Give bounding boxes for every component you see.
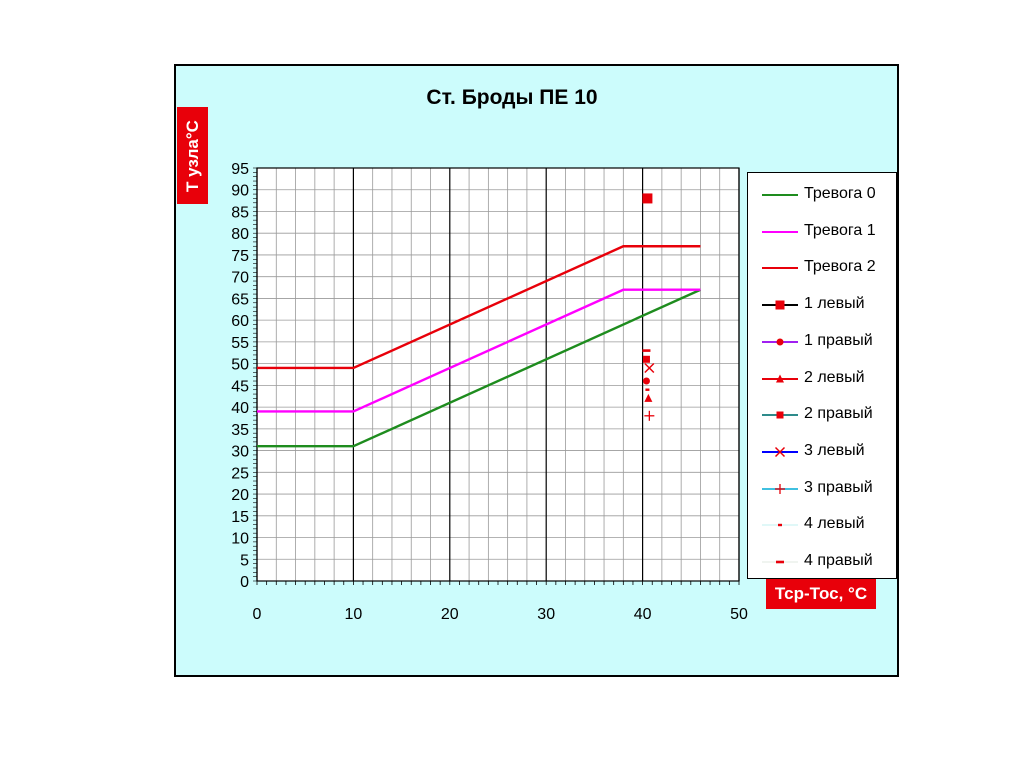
- series-8-marker: [644, 410, 655, 421]
- y-tick-label: 30: [231, 444, 249, 461]
- legend-marker: [775, 300, 785, 310]
- y-tick-label: 45: [231, 378, 249, 395]
- legend-label: Тревога 2: [804, 258, 876, 276]
- legend-item: 1 левый: [748, 291, 896, 319]
- y-tick-label: 10: [231, 531, 249, 548]
- legend-marker-shape: [775, 483, 785, 494]
- x-tick-label: 0: [253, 606, 262, 623]
- x-axis-label: Тср-Тос, °С: [766, 579, 876, 609]
- legend-marker-shape: [776, 560, 784, 564]
- legend-item: 2 правый: [748, 401, 896, 429]
- legend: Тревога 0 Тревога 1 Тревога 2 1 левый 1 прав…: [747, 172, 897, 579]
- legend-marker-shape: [776, 411, 784, 419]
- series-3-marker: [642, 193, 653, 204]
- series-4-marker: [642, 377, 650, 385]
- y-tick-label: 70: [231, 270, 249, 287]
- legend-label: 4 правый: [804, 552, 873, 569]
- y-tick-label: 5: [240, 552, 249, 569]
- y-tick-label: 15: [231, 509, 249, 526]
- legend-marker: [776, 374, 784, 382]
- y-tick-label: 85: [231, 204, 249, 221]
- legend-marker-shape: [774, 446, 786, 457]
- legend-item: 2 левый: [748, 365, 896, 393]
- y-tick-label: 75: [231, 248, 249, 265]
- legend-marker: [776, 411, 784, 419]
- legend-label: 3 правый: [804, 478, 873, 496]
- legend-label: 1 правый: [804, 331, 873, 349]
- legend-label: 3 левый: [804, 441, 865, 459]
- y-tick-label: 55: [231, 335, 249, 352]
- y-axis-label: Т узла°С: [182, 119, 202, 192]
- y-tick-label: 0: [240, 574, 249, 591]
- y-tick-label: 35: [231, 422, 249, 439]
- x-tick-label: 20: [441, 606, 459, 623]
- legend-line: [762, 267, 798, 270]
- series-5-marker: [644, 393, 653, 402]
- legend-label: Тревога 0: [804, 185, 876, 202]
- legend-label: Тревога 1: [804, 221, 876, 239]
- y-tick-label: 25: [231, 465, 249, 482]
- legend-item: 3 левый: [748, 438, 896, 466]
- series-7-marker: [644, 362, 655, 374]
- legend-label: 4 левый: [804, 515, 865, 533]
- series-10-marker: [642, 349, 651, 352]
- y-tick-label: 95: [231, 161, 249, 178]
- legend-marker-shape: [776, 374, 784, 382]
- series-2-line: [257, 245, 701, 370]
- y-tick-label: 60: [231, 313, 249, 330]
- legend-line: [762, 194, 798, 196]
- y-tick-label: 20: [231, 487, 249, 504]
- y-tick-label: 65: [231, 291, 249, 308]
- legend-item: Тревога 2: [748, 254, 896, 282]
- legend-label: 2 левый: [804, 368, 865, 386]
- legend-marker: [776, 560, 784, 564]
- legend-marker: [776, 338, 784, 346]
- legend-marker-shape: [775, 300, 785, 310]
- legend-marker: [775, 483, 785, 494]
- y-tick-label: 90: [231, 183, 249, 200]
- plot-background: [257, 168, 739, 581]
- legend-marker: [774, 446, 786, 457]
- legend-marker-shape: [776, 338, 784, 346]
- legend-marker-shape: [778, 524, 782, 527]
- legend-item: Тревога 0: [748, 181, 896, 209]
- legend-marker: [778, 524, 782, 527]
- legend-label: 2 правый: [804, 405, 873, 423]
- legend-item: 4 правый: [748, 548, 896, 576]
- chart-title: Ст. Броды ПЕ 10: [426, 86, 598, 109]
- x-tick-label: 10: [345, 606, 363, 623]
- legend-line: [762, 230, 798, 233]
- y-tick-label: 80: [231, 226, 249, 243]
- legend-label: 1 левый: [804, 295, 865, 313]
- y-tick-label: 50: [231, 357, 249, 374]
- series-6-marker: [642, 355, 650, 363]
- y-axis-label-box: Т узла°С: [177, 107, 208, 204]
- series-9-marker: [645, 388, 650, 391]
- x-tick-label: 40: [634, 606, 652, 623]
- x-tick-label: 30: [537, 606, 555, 623]
- x-tick-label: 50: [730, 606, 748, 623]
- legend-item: 3 правый: [748, 475, 896, 503]
- y-tick-label: 40: [231, 400, 249, 417]
- series-1-line: [257, 288, 701, 413]
- legend-item: 4 левый: [748, 511, 896, 539]
- series-0-line: [257, 288, 701, 448]
- legend-item: Тревога 1: [748, 218, 896, 246]
- legend-item: 1 правый: [748, 328, 896, 356]
